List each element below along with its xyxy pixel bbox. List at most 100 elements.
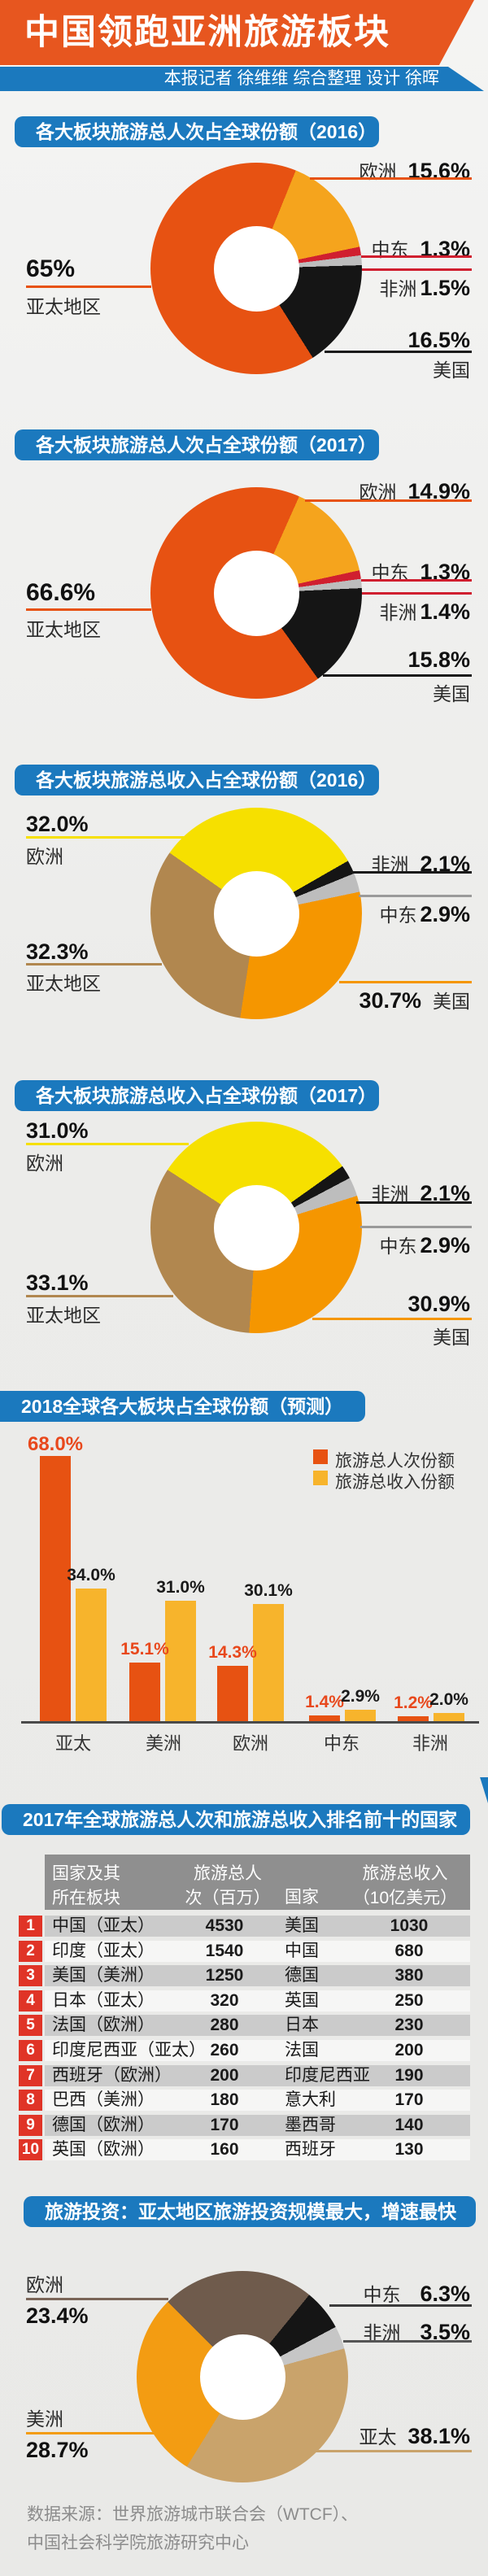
label-europe: 欧洲 14.9% <box>359 477 470 504</box>
cell-revenue: 130 <box>394 2140 424 2160</box>
cell-country: 法国 <box>285 2041 319 2059</box>
donut-chart-revenue-2016 <box>150 808 362 1019</box>
bar-value-label: 1.2% <box>394 1693 433 1712</box>
section-title-trips-2017: 各大板块旅游总人次占全球份额（2017） <box>15 429 379 460</box>
leader-line <box>305 499 472 502</box>
cell-trips: 1540 <box>205 1941 244 1960</box>
label-usa-value: 16.5% <box>407 328 470 353</box>
source-line-1: 数据来源：世界旅游城市联合会（WTCF）、 <box>27 2505 359 2524</box>
header-banner: 中国领跑亚洲旅游板块 <box>0 0 474 65</box>
bar-trips-americas <box>129 1663 160 1721</box>
leader-line <box>361 255 472 258</box>
table-row: 5 法国（欧洲） 280 日本 230 <box>19 2015 470 2037</box>
cell-trips: 320 <box>210 1990 239 2010</box>
byline-bar: 本报记者 徐维维 综合整理 设计 徐晖 <box>0 67 484 91</box>
leader-line <box>26 963 162 965</box>
decorative-blue-wedge <box>480 1777 488 1803</box>
category-label: 中东 <box>323 1733 359 1754</box>
label-europe-value: 23.4% <box>26 2304 89 2328</box>
leader-line <box>339 981 472 983</box>
cell-revenue: 140 <box>394 2115 424 2134</box>
donut-chart-revenue-2017 <box>150 1122 362 1333</box>
label-usa-name: 美国 <box>433 355 470 382</box>
cell-trips: 260 <box>210 2041 239 2059</box>
cell-country: 西班牙 <box>285 2140 336 2160</box>
legend-swatch-revenue <box>313 1471 328 1485</box>
rank-badge: 9 <box>19 2114 42 2136</box>
col-header-revenue: 旅游总收入 （10亿美元） <box>352 1864 458 1908</box>
leader-line <box>360 1226 472 1228</box>
label-usa-name: 美国 <box>433 678 470 706</box>
rank-badge: 2 <box>19 1940 42 1962</box>
donut-hole <box>200 2334 285 2420</box>
label-europe-name: 欧洲 <box>26 2274 63 2295</box>
rank-badge: 5 <box>19 2015 42 2037</box>
cell-country: 日本 <box>285 2016 319 2035</box>
label-usa-value: 30.9% <box>407 1292 470 1317</box>
label-europe-name: 欧洲 <box>26 1153 63 1174</box>
cell-country-block: 日本（亚太） <box>52 1990 155 2010</box>
cell-country-block: 中国（亚太） <box>52 1916 155 1935</box>
label-usa-value: 15.8% <box>407 647 470 673</box>
segment-value: 38.1% <box>407 2424 470 2448</box>
section-title-trips-2016: 各大板块旅游总人次占全球份额（2016） <box>15 116 379 147</box>
section-title-forecast-2018: 2018全球各大板块占全球份额（预测） <box>0 1391 365 1422</box>
bar-value-label: 14.3% <box>208 1643 257 1662</box>
row-band <box>45 1940 470 1962</box>
label-asiapacific: 亚太 38.1% <box>359 2421 470 2449</box>
leader-line <box>310 177 472 180</box>
x-axis-line <box>21 1721 479 1724</box>
label-asiapacific-value: 65% <box>26 255 76 282</box>
donut-chart-trips-2017 <box>150 487 362 699</box>
label-americas-name: 美洲 <box>26 2408 63 2430</box>
page-title: 中国领跑亚洲旅游板块 <box>24 13 390 52</box>
segment-name: 非洲 <box>379 602 417 623</box>
leader-line <box>343 2340 472 2343</box>
bar-value-label: 34.0% <box>67 1566 115 1584</box>
rank-badge: 4 <box>19 1990 42 2012</box>
byline-text: 本报记者 徐维维 综合整理 设计 徐晖 <box>163 69 439 88</box>
leader-line <box>316 2450 472 2452</box>
row-band <box>45 2090 470 2112</box>
legend-label-revenue: 旅游总收入份额 <box>335 1473 455 1492</box>
segment-value: 6.3% <box>420 2282 470 2306</box>
leader-line <box>359 895 472 897</box>
segment-name: 欧洲 <box>359 482 397 503</box>
segment-value: 2.9% <box>420 902 470 926</box>
row-band <box>45 1965 470 1987</box>
cell-country: 德国 <box>285 1966 319 1985</box>
segment-value: 1.5% <box>420 276 470 300</box>
table-row: 2 印度（亚太） 1540 中国 680 <box>19 1940 470 1962</box>
legend-label-trips: 旅游总人次份额 <box>335 1452 455 1471</box>
cell-trips: 200 <box>210 2065 239 2085</box>
cell-revenue: 190 <box>394 2065 424 2085</box>
cell-country: 印度尼西亚 <box>285 2065 370 2085</box>
donut-hole <box>214 871 299 957</box>
cell-country-block: 德国（欧洲） <box>52 2115 155 2134</box>
category-label: 欧洲 <box>232 1733 268 1754</box>
bar-revenue-africa <box>434 1713 464 1721</box>
label-europe-value: 32.0% <box>26 812 89 836</box>
table-row: 8 巴西（美洲） 180 意大利 170 <box>19 2090 470 2112</box>
bar-trips-africa <box>398 1716 429 1721</box>
segment-value: 15.8% <box>407 647 470 672</box>
leader-line <box>26 1295 173 1297</box>
cell-country: 意大利 <box>285 2090 336 2110</box>
table-row: 4 日本（亚太） 320 英国 250 <box>19 1990 470 2012</box>
bar-revenue-asiapacific <box>76 1589 107 1721</box>
donut-hole <box>214 551 299 636</box>
leader-line <box>26 608 151 611</box>
table-header-row: 国家及其 所在板块 旅游总人 次（百万） 国家 旅游总收入 （10亿美元） <box>45 1855 470 1910</box>
rank-badge: 7 <box>19 2064 42 2086</box>
label-usa: 30.7% 美国 <box>359 986 470 1013</box>
section-title-revenue-2017: 各大板块旅游总收入占全球份额（2017） <box>15 1080 379 1111</box>
segment-name: 非洲 <box>371 1183 409 1205</box>
cell-trips: 170 <box>210 2115 239 2134</box>
bar-revenue-mideast <box>345 1710 376 1721</box>
segment-value: 2.9% <box>420 1233 470 1257</box>
rank-badge: 10 <box>19 2139 42 2161</box>
row-band <box>45 2139 470 2161</box>
cell-revenue: 200 <box>394 2041 424 2059</box>
label-americas-value: 28.7% <box>26 2438 89 2462</box>
